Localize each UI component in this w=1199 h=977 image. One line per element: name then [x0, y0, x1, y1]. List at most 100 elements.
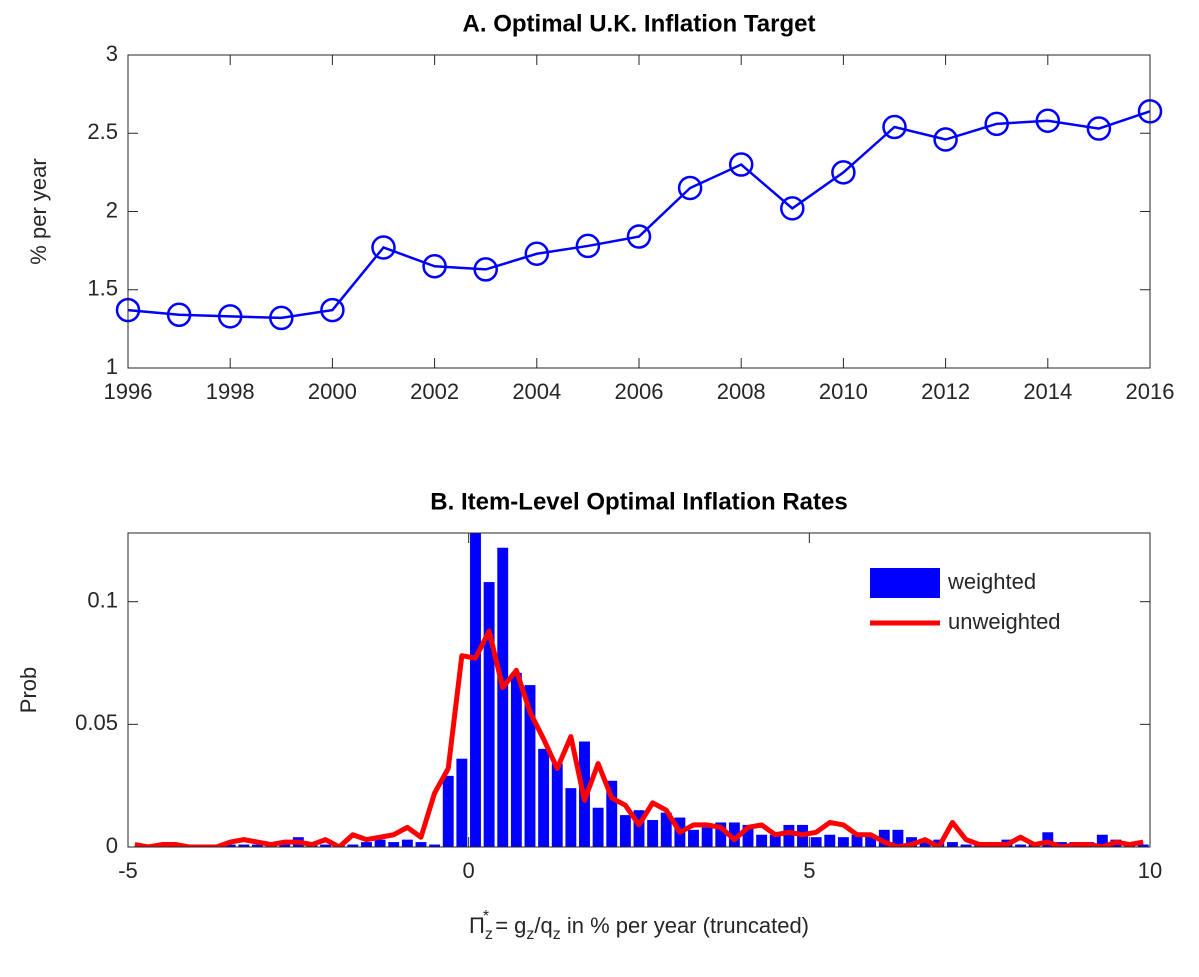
x-tick-label: 2002	[410, 379, 459, 404]
legend-label: weighted	[947, 569, 1036, 594]
bar	[892, 829, 904, 847]
bar	[252, 844, 263, 847]
bar	[565, 788, 577, 847]
x-tick-label: 2006	[615, 379, 664, 404]
data-point	[320, 297, 345, 323]
bar	[837, 837, 849, 847]
bar	[660, 812, 672, 847]
plot-area	[128, 55, 1150, 368]
bar	[538, 748, 550, 847]
x-axis-label: Πz* = gz/qz in % per year (truncated)	[469, 908, 809, 943]
bar	[483, 582, 495, 847]
x-tick-label: 0	[463, 858, 475, 883]
data-point	[626, 224, 652, 249]
bar	[1015, 844, 1026, 847]
y-tick-label: 0.1	[87, 588, 118, 613]
data-point	[728, 152, 754, 177]
y-axis-label: Prob	[16, 667, 41, 713]
data-point	[1086, 116, 1112, 141]
bar	[415, 842, 427, 847]
chart-title: A. Optimal U.K. Inflation Target	[463, 10, 816, 37]
data-line	[127, 110, 1151, 320]
chart-title: B. Item-Level Optimal Inflation Rates	[430, 488, 847, 515]
data-point	[933, 127, 958, 152]
y-tick-label: 2	[106, 197, 118, 222]
bar	[1137, 844, 1149, 847]
bar	[742, 824, 754, 847]
bar	[810, 837, 822, 847]
data-point	[831, 160, 856, 185]
bar	[470, 533, 481, 847]
bar	[224, 844, 236, 847]
x-tick-label: 5	[803, 858, 815, 883]
bar	[647, 820, 659, 847]
bar	[919, 839, 931, 847]
x-tick-label: -5	[118, 858, 138, 883]
data-point	[217, 304, 243, 329]
data-point	[473, 257, 498, 282]
y-tick-label: 0	[106, 833, 118, 858]
x-tick-label: 2000	[308, 379, 357, 404]
bar	[320, 844, 332, 847]
bar	[524, 685, 536, 847]
x-tick-label: 2008	[717, 379, 766, 404]
y-tick-label: 2.5	[87, 119, 118, 144]
y-tick-label: 0.05	[75, 710, 118, 735]
bar	[1096, 834, 1108, 847]
y-tick-label: 3	[106, 41, 118, 66]
bar	[388, 842, 400, 847]
legend-swatch	[870, 568, 940, 598]
data-point	[780, 196, 805, 221]
bar	[946, 842, 958, 847]
bar	[783, 824, 795, 847]
bar	[361, 842, 372, 847]
plot-area	[128, 533, 1150, 847]
bar	[510, 672, 522, 847]
bar	[456, 758, 468, 847]
y-axis-label: % per year	[26, 158, 51, 264]
y-tick-label: 1.5	[87, 276, 118, 301]
bar	[769, 834, 781, 847]
bar	[728, 822, 740, 847]
data-point	[575, 233, 601, 259]
data-point	[269, 305, 294, 331]
bar	[701, 827, 713, 847]
bar	[851, 834, 863, 847]
y-tick-label: 1	[106, 354, 118, 379]
legend-label: unweighted	[948, 609, 1061, 634]
data-point	[677, 175, 703, 201]
x-tick-label: 2010	[819, 379, 868, 404]
bar	[606, 780, 618, 847]
bar	[756, 834, 768, 847]
data-point	[371, 235, 396, 260]
bar	[960, 844, 972, 847]
plot-clip	[134, 533, 1149, 847]
plot-frame	[127, 532, 1151, 848]
data-point	[984, 111, 1009, 137]
bar	[592, 807, 604, 847]
bar	[442, 775, 454, 847]
data-point	[882, 114, 907, 140]
bar	[551, 763, 563, 847]
data-point	[422, 254, 447, 279]
bar	[401, 839, 413, 847]
bar	[865, 834, 877, 847]
bar	[347, 844, 359, 847]
data-point	[166, 302, 192, 328]
data-line	[134, 628, 1144, 847]
x-tick-label: 10	[1138, 858, 1162, 883]
bar	[824, 834, 836, 847]
bar	[429, 844, 441, 847]
data-point	[1035, 108, 1061, 133]
bar	[279, 844, 291, 847]
bar	[374, 839, 386, 847]
x-tick-label: 2016	[1126, 379, 1175, 404]
bar	[688, 829, 699, 847]
bar	[878, 829, 890, 847]
bar	[633, 810, 645, 847]
x-tick-label: 2014	[1023, 379, 1072, 404]
bar	[619, 815, 631, 847]
x-tick-label: 1996	[104, 379, 153, 404]
